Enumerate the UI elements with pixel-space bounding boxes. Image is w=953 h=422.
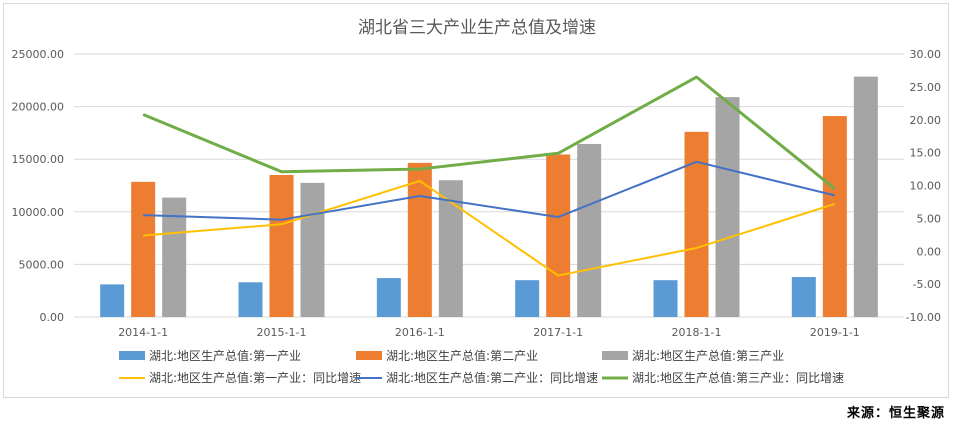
y-left-tick-label: 10000.00 (12, 206, 65, 219)
y-right-tick-label: 30.00 (910, 48, 942, 61)
legend-label: 湖北:地区生产总值:第三产业：同比增速 (632, 370, 844, 385)
bar (853, 76, 878, 317)
chart-frame: 湖北省三大产业生产总值及增速 0.00 5000.00 10000.00 15000.… (3, 3, 949, 398)
y-left-tick-label: 0.00 (40, 311, 65, 324)
bar (684, 131, 709, 317)
bar (577, 143, 602, 317)
legend-swatch (602, 351, 628, 360)
y-right-tick-label: -5.00 (913, 278, 941, 291)
y-left-tick-label: 15000.00 (12, 153, 65, 166)
y-right-tick-label: 25.00 (910, 81, 942, 94)
legend-label: 湖北:地区生产总值:第一产业 (149, 348, 301, 363)
bar (822, 116, 847, 318)
legend-swatch (119, 351, 145, 360)
x-tick-label: 2014-1-1 (118, 326, 168, 339)
bar (162, 197, 187, 317)
y-right-tick-label: 15.00 (910, 147, 942, 160)
bar (515, 280, 540, 317)
legend-label: 湖北:地区生产总值:第二产业 (386, 348, 538, 363)
y-right-tick-label: -10.00 (906, 311, 941, 324)
y-left-tick-label: 25000.00 (12, 48, 65, 61)
chart-title: 湖北省三大产业生产总值及增速 (358, 18, 596, 38)
y-right-tick-label: 10.00 (910, 180, 942, 193)
x-tick-label: 2017-1-1 (533, 326, 583, 339)
legend-label: 湖北:地区生产总值:第一产业：同比增速 (149, 370, 361, 385)
bar (791, 277, 816, 317)
y-left-tick-label: 5000.00 (19, 258, 65, 271)
bar (131, 181, 156, 317)
bar (407, 162, 432, 317)
series-line (142, 75, 836, 190)
series-line (143, 179, 836, 277)
bar (300, 182, 325, 317)
bar (100, 284, 125, 317)
y-right-tick-label: 0.00 (917, 245, 942, 258)
source-note: 来源：恒生聚源 (846, 406, 945, 421)
bar (376, 278, 401, 317)
x-tick-label: 2018-1-1 (672, 326, 722, 339)
bar (546, 154, 571, 317)
x-tick-label: 2016-1-1 (395, 326, 445, 339)
bar (715, 97, 740, 317)
legend-swatch (356, 351, 382, 360)
y-right-tick-label: 5.00 (917, 212, 942, 225)
x-tick-label: 2015-1-1 (257, 326, 307, 339)
series-line (143, 160, 836, 221)
legend-label: 湖北:地区生产总值:第二产业：同比增速 (386, 370, 598, 385)
y-left-tick-label: 20000.00 (12, 101, 65, 114)
x-tick-label: 2019-1-1 (810, 326, 860, 339)
combo-chart: 湖北省三大产业生产总值及增速 0.00 5000.00 10000.00 15000.… (12, 18, 942, 385)
bar (269, 174, 294, 317)
y-right-tick-label: 20.00 (910, 114, 942, 127)
bar (238, 282, 263, 317)
legend-label: 湖北:地区生产总值:第三产业 (632, 348, 784, 363)
bar (653, 280, 678, 317)
